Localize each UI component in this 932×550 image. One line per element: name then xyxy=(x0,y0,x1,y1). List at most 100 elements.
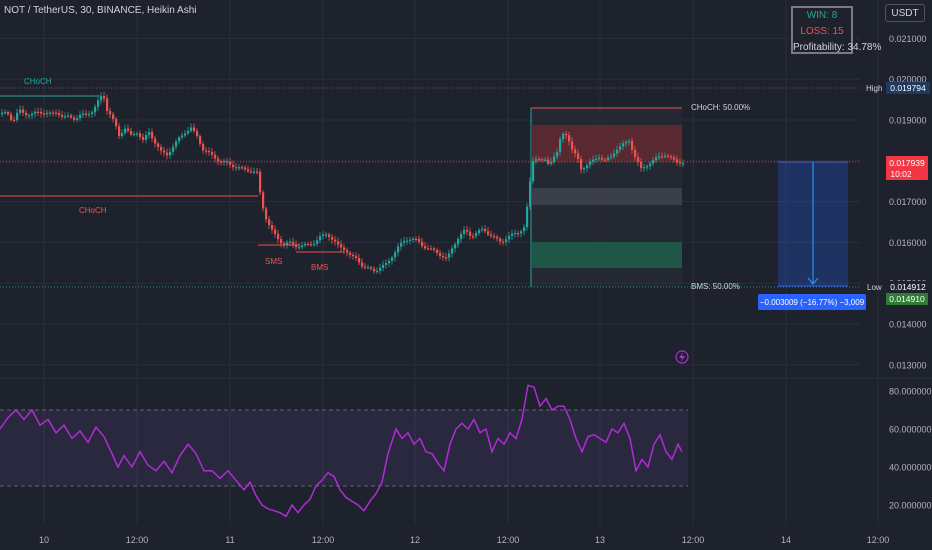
currency-button[interactable]: USDT xyxy=(885,4,925,22)
candle-body xyxy=(91,112,94,115)
candle-body xyxy=(13,119,16,122)
candle-body xyxy=(1,112,4,115)
candle-body xyxy=(637,157,640,162)
candle-body xyxy=(184,133,187,136)
candle-body xyxy=(352,254,355,257)
price-tick-label: 0.014000 xyxy=(889,320,927,330)
candle-body xyxy=(127,128,130,131)
candle-body xyxy=(247,169,250,172)
candle-body xyxy=(157,143,160,147)
candles-layer xyxy=(1,92,685,274)
candle-body xyxy=(217,158,220,162)
candle-body xyxy=(571,141,574,150)
time-tick-label: 11 xyxy=(225,535,234,545)
candle-body xyxy=(4,112,7,114)
low-value-tag xyxy=(886,281,930,293)
candle-body xyxy=(586,165,589,169)
candle-body xyxy=(373,268,376,272)
candle-body xyxy=(112,114,115,119)
candle-body xyxy=(499,238,502,242)
candle-body xyxy=(73,117,76,120)
candle-body xyxy=(34,111,37,114)
candle-body xyxy=(526,206,529,228)
candle-body xyxy=(166,152,169,156)
rsi-tick-label: 40.000000 xyxy=(889,463,932,473)
candle-body xyxy=(400,242,403,247)
candle-body xyxy=(610,156,613,158)
win-count: WIN: 8 xyxy=(806,10,838,21)
candle-body xyxy=(439,252,442,256)
candle-body xyxy=(133,133,136,136)
price-tick-label: 0.017000 xyxy=(889,197,927,207)
candle-body xyxy=(370,267,373,269)
candle-body xyxy=(298,247,301,249)
candle-body xyxy=(670,156,673,158)
measure-arrowhead xyxy=(807,277,819,285)
candle-body xyxy=(229,161,232,165)
candle-body xyxy=(334,239,337,242)
candle-body xyxy=(463,229,466,234)
candle-body xyxy=(343,247,346,251)
choch-mid-label: CHoCH xyxy=(79,206,107,215)
candle-body xyxy=(511,233,514,237)
candle-body xyxy=(484,228,487,232)
candle-body xyxy=(94,106,97,113)
candle-body xyxy=(646,166,649,168)
candle-body xyxy=(430,248,433,250)
time-tick-label: 12:00 xyxy=(867,535,890,545)
candle-body xyxy=(595,158,598,161)
candle-body xyxy=(532,161,535,182)
candle-body xyxy=(442,255,445,258)
candle-body xyxy=(16,112,19,121)
candle-body xyxy=(421,241,424,247)
candle-body xyxy=(313,243,316,246)
candle-body xyxy=(505,239,508,242)
candle-body xyxy=(67,115,70,117)
loss-count: LOSS: 15 xyxy=(800,26,844,37)
candle-body xyxy=(565,133,568,136)
candle-body xyxy=(142,137,145,140)
candle-body xyxy=(517,233,520,235)
candle-body xyxy=(445,257,448,259)
candle-body xyxy=(361,262,364,267)
candle-body xyxy=(604,159,607,161)
candle-body xyxy=(457,238,460,245)
candle-body xyxy=(295,244,298,248)
price-tick-label: 0.020000 xyxy=(889,75,927,85)
profitability: Profitability: 34.78% xyxy=(793,42,882,53)
high-value: 0.019794 xyxy=(890,83,926,93)
candle-body xyxy=(268,219,271,225)
candle-body xyxy=(367,267,370,269)
candle-body xyxy=(241,167,244,169)
candle-body xyxy=(589,161,592,166)
candle-body xyxy=(643,167,646,169)
candle-body xyxy=(160,146,163,151)
candle-body xyxy=(283,243,286,245)
candle-body xyxy=(601,157,604,160)
candle-body xyxy=(553,156,556,162)
candle-body xyxy=(655,157,658,161)
candle-body xyxy=(583,168,586,170)
candle-body xyxy=(187,130,190,134)
candle-body xyxy=(631,141,634,150)
candle-body xyxy=(163,150,166,153)
bms-label: BMS xyxy=(311,263,328,272)
price-tick-label: 0.021000 xyxy=(889,34,927,44)
candle-body xyxy=(22,109,25,113)
candle-body xyxy=(199,136,202,144)
candle-body xyxy=(310,244,313,246)
candle-body xyxy=(475,233,478,237)
candle-body xyxy=(118,126,121,137)
candle-body xyxy=(535,158,538,162)
candle-body xyxy=(304,244,307,246)
candle-body xyxy=(478,230,481,234)
candle-body xyxy=(289,241,292,243)
candle-body xyxy=(460,233,463,239)
candle-body xyxy=(487,231,490,235)
candle-body xyxy=(115,118,118,127)
candle-body xyxy=(220,161,223,163)
candle-body xyxy=(226,161,229,163)
candle-body xyxy=(28,115,31,117)
candle-body xyxy=(43,113,46,115)
